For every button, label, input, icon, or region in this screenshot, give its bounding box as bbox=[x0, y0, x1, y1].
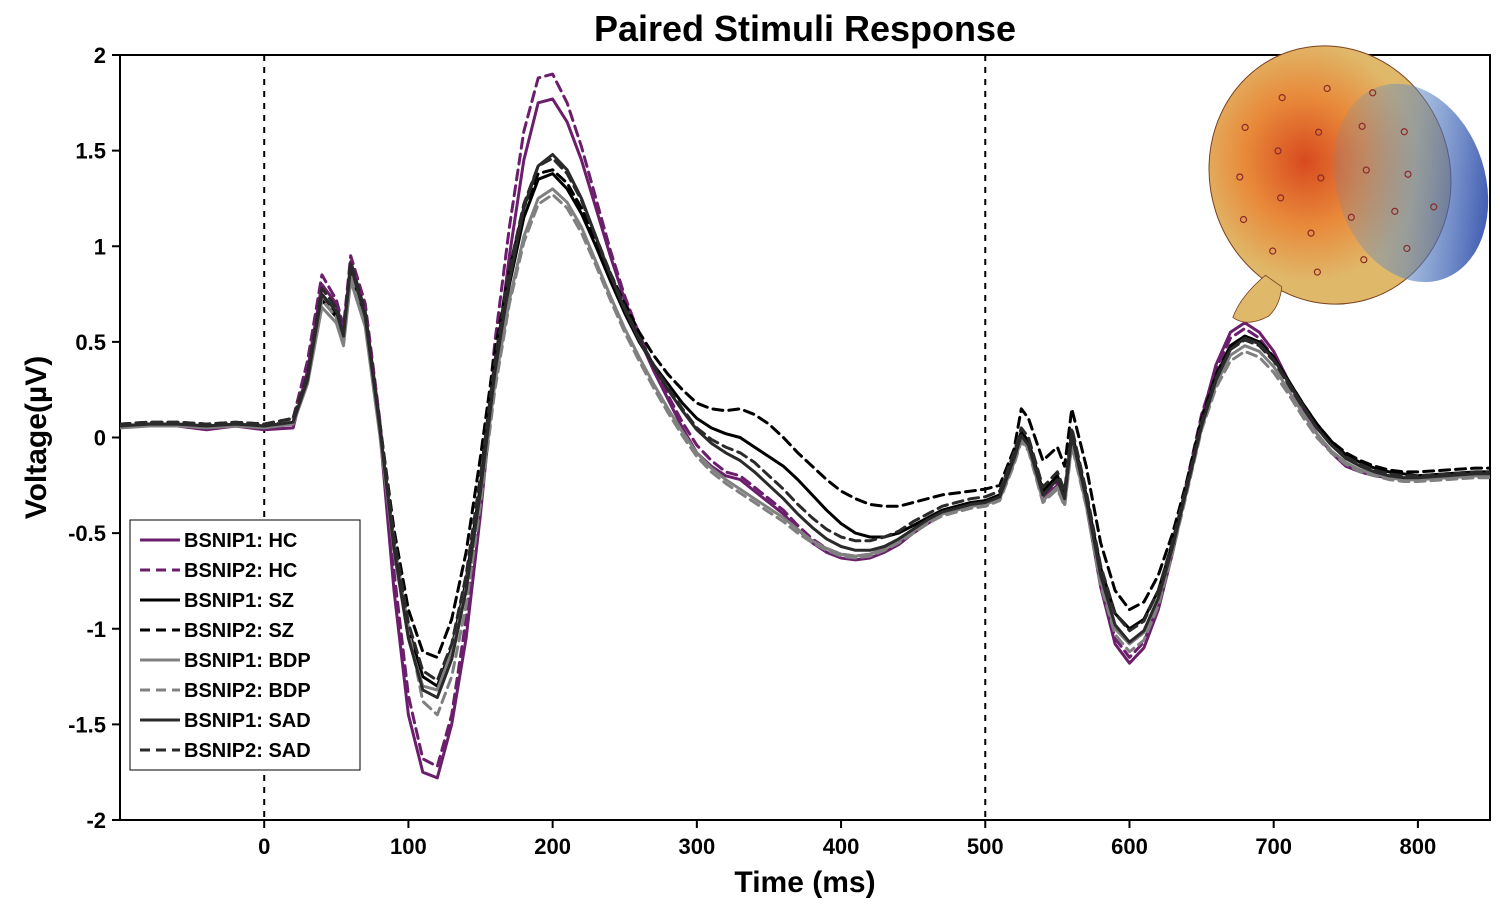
x-tick-label: 800 bbox=[1400, 834, 1437, 859]
legend-label: BSNIP2: SAD bbox=[184, 740, 311, 762]
y-axis-label: Voltage(µV) bbox=[20, 356, 53, 519]
chart-container: 0 100 200 300 400 500 600 700 800 -2 -1.5 -1 -0.5 0 0.… bbox=[0, 0, 1500, 908]
legend-label: BSNIP1: BDP bbox=[184, 650, 311, 672]
x-axis-label: Time (ms) bbox=[734, 866, 875, 899]
x-tick-label: 400 bbox=[823, 834, 860, 859]
legend-label: BSNIP2: SZ bbox=[184, 620, 294, 642]
y-tick-label: 1 bbox=[94, 234, 106, 259]
chart-title: Paired Stimuli Response bbox=[594, 8, 1016, 49]
x-tick-label: 500 bbox=[967, 834, 1004, 859]
y-tick-label: -2 bbox=[86, 808, 106, 833]
legend-label: BSNIP1: HC bbox=[184, 530, 297, 552]
x-tick-label: 0 bbox=[258, 834, 270, 859]
y-tick-label: 0 bbox=[94, 426, 106, 451]
legend-label: BSNIP2: BDP bbox=[184, 680, 311, 702]
y-tick-label: -1 bbox=[86, 617, 106, 642]
y-tick-label: 1.5 bbox=[75, 139, 106, 164]
y-tick-label: 0.5 bbox=[75, 330, 106, 355]
y-tick-label: 2 bbox=[94, 43, 106, 68]
line-chart: 0 100 200 300 400 500 600 700 800 -2 -1.5 -1 -0.5 0 0.… bbox=[0, 0, 1500, 908]
legend-label: BSNIP2: HC bbox=[184, 560, 297, 582]
x-tick-label: 100 bbox=[390, 834, 427, 859]
x-tick-label: 300 bbox=[678, 834, 715, 859]
y-tick-label: -0.5 bbox=[68, 521, 106, 546]
legend-box bbox=[130, 520, 360, 770]
x-tick-label: 700 bbox=[1255, 834, 1292, 859]
x-tick-label: 600 bbox=[1111, 834, 1148, 859]
x-tick-label: 200 bbox=[534, 834, 571, 859]
legend-label: BSNIP1: SAD bbox=[184, 710, 311, 732]
legend-label: BSNIP1: SZ bbox=[184, 590, 294, 612]
y-tick-label: -1.5 bbox=[68, 712, 106, 737]
